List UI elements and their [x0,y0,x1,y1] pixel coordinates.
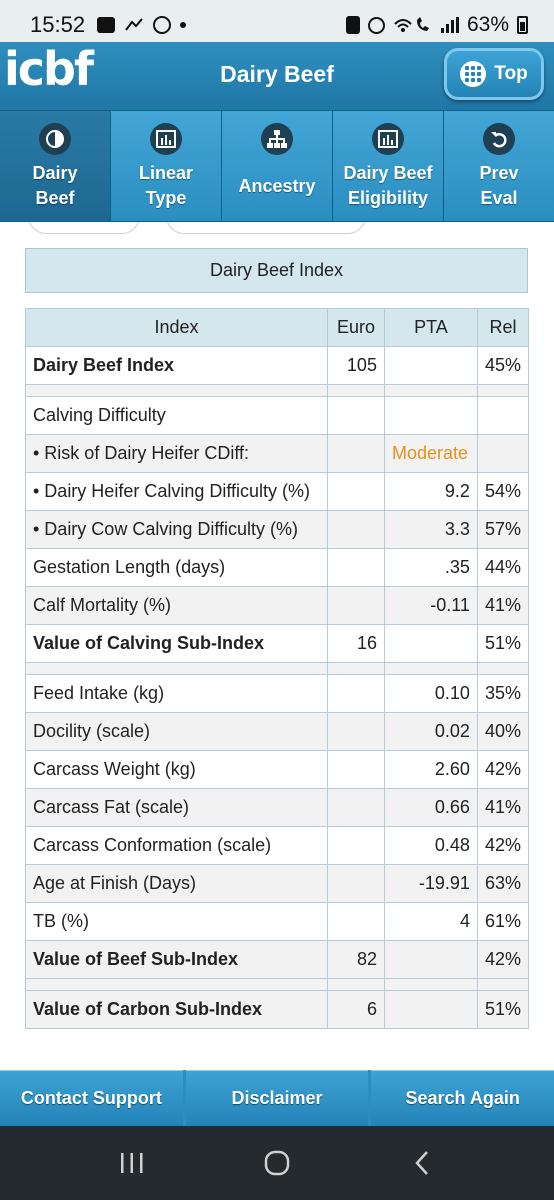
undo-icon [483,123,515,155]
table-row: Carcass Weight (kg) 2.60 42% [25,750,530,789]
back-button[interactable] [392,1133,452,1193]
table-header-row: Index Euro PTA Rel [25,308,530,347]
recent-apps-button[interactable] [102,1133,162,1193]
table-spacer [25,662,530,675]
page-title: Dairy Beef [220,61,334,87]
table-row: Gestation Length (days) .35 44% [25,548,530,587]
half-circle-icon [39,123,71,155]
index-table: Index Euro PTA Rel Dairy Beef Index 105 … [25,308,530,1029]
section-title: Dairy Beef Index [25,248,528,293]
back-icon [414,1151,428,1175]
tab-dairy-beef[interactable]: Dairy Beef [0,111,111,221]
tab-dairy-beef-eligibility[interactable]: Dairy Beef Eligibility [333,111,444,221]
table-row: Carcass Fat (scale) 0.66 41% [25,788,530,827]
tab-label: Ancestry [238,175,316,196]
org-chart-icon [261,123,293,155]
table-row: Value of Carbon Sub-Index 6 51% [25,990,530,1029]
header-rel: Rel [476,308,530,347]
system-icons: 63% [345,13,528,37]
tab-label: Linear Type [138,163,194,208]
lock-icon [345,16,360,34]
wifi-call-icon [394,17,429,32]
tab-linear-type[interactable]: Linear Type [111,111,222,221]
status-bar: 15:52 63% [0,0,554,50]
disclaimer-button[interactable]: Disclaimer [185,1070,369,1126]
table-spacer [25,384,530,397]
footer-bar: Contact Support Disclaimer Search Again [0,1070,554,1126]
main-content: Dairy Beef Index Index Euro PTA Rel Dair… [0,222,554,1070]
battery-icon [517,16,528,34]
header-euro: Euro [327,308,385,347]
alarm-icon [367,16,385,34]
notification-icons [97,16,187,34]
table-row: Docility (scale) 0.02 40% [25,712,530,751]
header-index: Index [25,308,328,347]
table-row: Calf Mortality (%) -0.11 41% [25,586,530,625]
tab-label: Prev Eval [479,163,519,208]
tab-ancestry[interactable]: Ancestry [222,111,333,221]
scrolled-button[interactable] [28,222,140,234]
bar-chart-icon [372,123,404,155]
status-time: 15:52 [30,12,86,37]
table-row: Age at Finish (Days) -19.91 63% [25,864,530,903]
top-button-label: Top [494,63,528,84]
tab-label: Dairy Beef [32,163,78,208]
tab-label: Dairy Beef Eligibility [343,163,433,208]
image-notification-icon [97,17,116,33]
table-row: Feed Intake (kg) 0.10 35% [25,674,530,713]
table-row: TB (%) 4 61% [25,902,530,941]
table-row: Dairy Beef Index 105 45% [25,346,530,385]
table-row: Carcass Conformation (scale) 0.48 42% [25,826,530,865]
table-row: Value of Beef Sub-Index 82 42% [25,940,530,979]
risk-level-value: Moderate [383,434,478,473]
signal-icon [440,17,459,33]
header-pta: PTA [383,308,478,347]
more-notifications-icon [180,22,187,28]
table-spacer [25,978,530,991]
table-row: Calving Difficulty [25,396,530,435]
app-header: icbf Dairy Beef Top [0,42,554,110]
table-row: • Risk of Dairy Heifer CDiff: Moderate [25,434,530,473]
table-row: • Dairy Heifer Calving Difficulty (%) 9.… [25,472,530,511]
system-nav-bar [0,1126,554,1200]
table-row: Value of Calving Sub-Index 16 51% [25,624,530,663]
whatsapp-icon [153,16,172,34]
top-button[interactable]: Top [444,48,544,100]
home-icon [264,1150,290,1176]
search-again-button[interactable]: Search Again [371,1070,554,1126]
tab-prev-eval[interactable]: Prev Eval [444,111,554,221]
bar-chart-icon [150,123,182,155]
scrolled-button[interactable] [166,222,366,234]
contact-support-button[interactable]: Contact Support [0,1070,183,1126]
home-button[interactable] [247,1133,307,1193]
missed-call-icon [125,18,143,31]
icbf-logo: icbf [4,42,94,96]
table-row: • Dairy Cow Calving Difficulty (%) 3.3 5… [25,510,530,549]
grid-icon [460,61,487,87]
recent-apps-icon [121,1153,143,1173]
battery-percent: 63% [466,13,509,36]
tab-bar: Dairy Beef Linear Type Ancestry Dairy Beef… [0,110,554,222]
